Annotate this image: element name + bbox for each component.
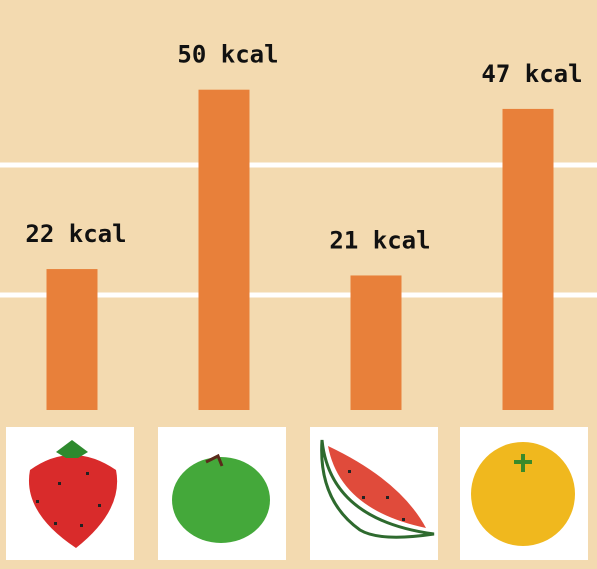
value-label: 50 kcal: [177, 41, 278, 69]
fruit-tiles: [6, 427, 588, 560]
value-label: 22 kcal: [25, 220, 126, 248]
value-label: 47 kcal: [481, 60, 582, 88]
orange-icon: [471, 442, 575, 546]
bar: [198, 89, 250, 410]
orange-leaf: [514, 454, 532, 472]
strawberry-leaf: [56, 440, 88, 458]
apple-icon: [172, 457, 270, 543]
watermelon-icon: [328, 446, 426, 528]
bar: [502, 108, 554, 410]
bar: [46, 269, 98, 410]
value-label: 21 kcal: [329, 226, 430, 254]
watermelon-rind: [320, 439, 435, 539]
bar: [350, 275, 402, 410]
watermelon-seeds: [348, 470, 405, 521]
strawberry-seeds: [36, 472, 101, 527]
strawberry-icon: [28, 455, 118, 548]
apple-stem: [205, 453, 224, 467]
